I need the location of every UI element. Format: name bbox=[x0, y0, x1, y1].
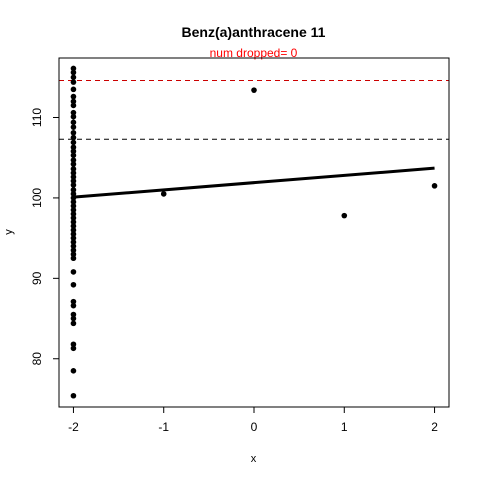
data-point bbox=[70, 170, 77, 176]
data-point bbox=[70, 345, 77, 352]
data-point bbox=[70, 199, 77, 205]
y-tick-label: 100 bbox=[30, 188, 44, 208]
data-point bbox=[70, 69, 77, 76]
data-point bbox=[70, 368, 77, 374]
data-point bbox=[70, 174, 77, 180]
data-point bbox=[70, 178, 77, 184]
data-point bbox=[70, 139, 77, 146]
reference-lines bbox=[59, 80, 449, 140]
data-point bbox=[70, 315, 77, 322]
data-point bbox=[70, 187, 77, 193]
x-axis-label: x bbox=[251, 453, 257, 465]
data-point bbox=[70, 191, 77, 197]
x-tick-label: -1 bbox=[158, 420, 169, 434]
data-point bbox=[70, 211, 77, 217]
data-point bbox=[70, 231, 77, 237]
data-point bbox=[70, 243, 77, 249]
data-point bbox=[431, 183, 438, 189]
data-point bbox=[70, 251, 77, 258]
y-tick-label: 110 bbox=[30, 108, 44, 127]
data-point bbox=[70, 215, 77, 221]
data-point bbox=[70, 207, 77, 213]
data-point bbox=[341, 212, 348, 219]
data-point bbox=[70, 247, 77, 253]
x-tick-label: -2 bbox=[68, 420, 79, 434]
data-point bbox=[70, 119, 77, 126]
data-point bbox=[70, 161, 77, 167]
data-point bbox=[251, 87, 257, 93]
data-point bbox=[70, 148, 77, 155]
chart-subtitle: num dropped= 0 bbox=[210, 46, 298, 60]
data-point bbox=[70, 86, 77, 93]
data-point bbox=[160, 191, 167, 197]
y-tick-label: 80 bbox=[30, 352, 44, 366]
data-point bbox=[70, 74, 77, 81]
data-point bbox=[70, 144, 77, 151]
data-point bbox=[70, 219, 77, 225]
x-tick-label: 0 bbox=[251, 420, 258, 434]
data-point bbox=[70, 298, 77, 305]
data-point bbox=[70, 93, 77, 100]
data-point bbox=[70, 320, 77, 327]
data-point bbox=[70, 223, 77, 229]
data-point bbox=[70, 281, 77, 288]
data-point bbox=[70, 235, 77, 241]
x-tick-label: 1 bbox=[341, 420, 348, 434]
data-point bbox=[70, 98, 77, 105]
data-point bbox=[70, 255, 77, 262]
y-tick-label: 90 bbox=[30, 271, 44, 285]
data-point bbox=[70, 302, 77, 309]
x-tick-label: 2 bbox=[431, 420, 438, 434]
data-point bbox=[70, 203, 77, 209]
data-point bbox=[70, 102, 77, 109]
data-point bbox=[70, 311, 77, 318]
data-points bbox=[70, 65, 438, 399]
fit-line-group bbox=[73, 166, 435, 199]
y-axis: 80 90 100 110 bbox=[30, 108, 59, 366]
fit-line bbox=[73, 166, 435, 199]
data-point bbox=[70, 109, 77, 116]
data-point bbox=[70, 227, 77, 233]
data-point bbox=[70, 124, 77, 130]
x-axis: -2 -1 0 1 2 bbox=[68, 407, 438, 434]
data-point bbox=[70, 65, 77, 72]
data-point bbox=[70, 152, 77, 159]
data-point bbox=[70, 341, 77, 348]
chart-title: Benz(a)anthracene 11 bbox=[182, 24, 326, 40]
data-point bbox=[70, 239, 77, 245]
data-point bbox=[70, 79, 77, 85]
data-point bbox=[70, 113, 77, 120]
data-point bbox=[70, 182, 77, 188]
data-point bbox=[70, 129, 77, 136]
data-point bbox=[70, 157, 77, 163]
data-point bbox=[70, 134, 77, 141]
data-point bbox=[70, 269, 77, 275]
data-point bbox=[70, 392, 77, 399]
data-point bbox=[70, 166, 77, 172]
y-axis-label: y bbox=[3, 229, 15, 235]
